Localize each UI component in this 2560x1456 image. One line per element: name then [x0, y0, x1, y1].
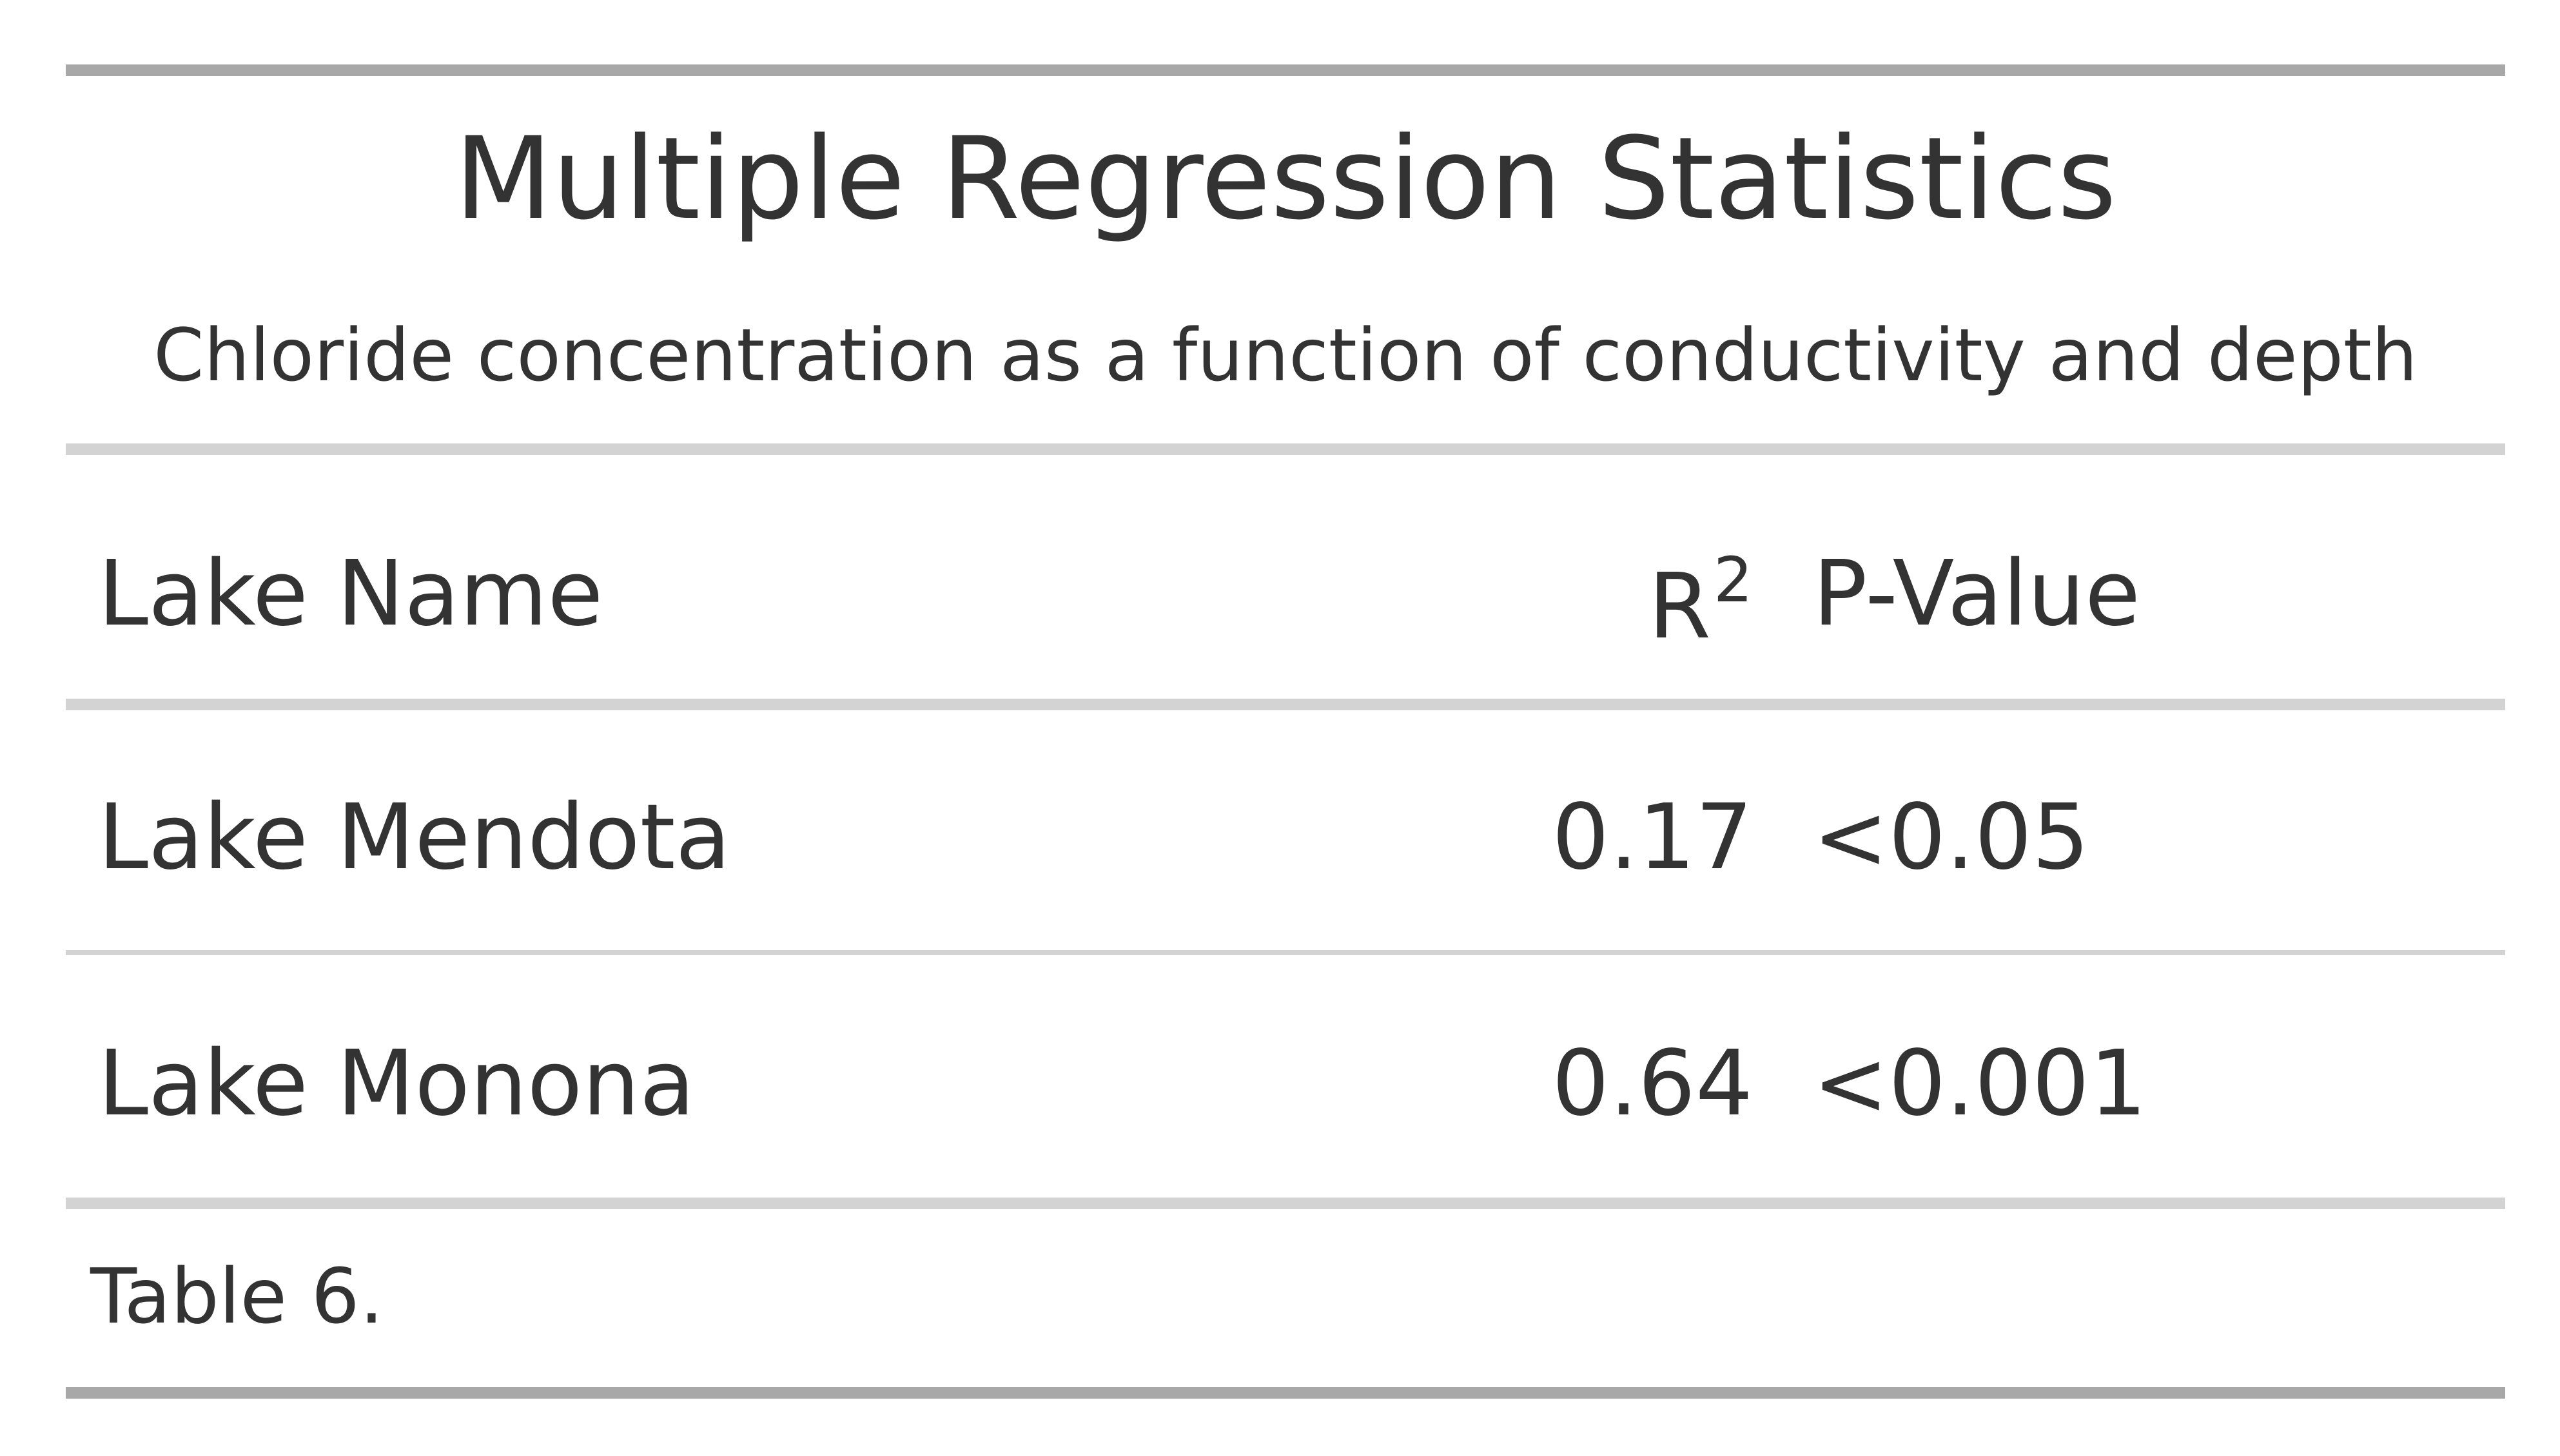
r-squared-superscript: 2	[1713, 544, 1753, 616]
table-title: Multiple Regression Statistics	[454, 113, 2117, 245]
r-squared-base: R	[1648, 554, 1711, 659]
row-p-value: <0.001	[1813, 1031, 2147, 1136]
column-header-r-squared: R2	[1648, 549, 1753, 652]
column-header-lake-name: Lake Name	[98, 541, 603, 646]
table-subtitle: Chloride concentration as a function of …	[153, 314, 2418, 398]
column-header-bottom-border	[66, 699, 2505, 710]
row-lake-name: Lake Mendota	[98, 785, 731, 890]
table-body-bottom-border	[66, 1198, 2505, 1209]
table-top-border	[66, 64, 2505, 76]
table-bottom-border	[66, 1387, 2505, 1399]
row-r-squared: 0.64	[1552, 1031, 1753, 1136]
column-header-p-value: P-Value	[1813, 541, 2141, 646]
row-r-squared: 0.17	[1552, 785, 1753, 890]
heading-bottom-border	[66, 443, 2505, 455]
table-footnote: Table 6.	[90, 1252, 384, 1341]
row-lake-name: Lake Monona	[98, 1031, 695, 1136]
row-p-value: <0.05	[1813, 785, 2090, 890]
row-divider	[66, 950, 2505, 955]
